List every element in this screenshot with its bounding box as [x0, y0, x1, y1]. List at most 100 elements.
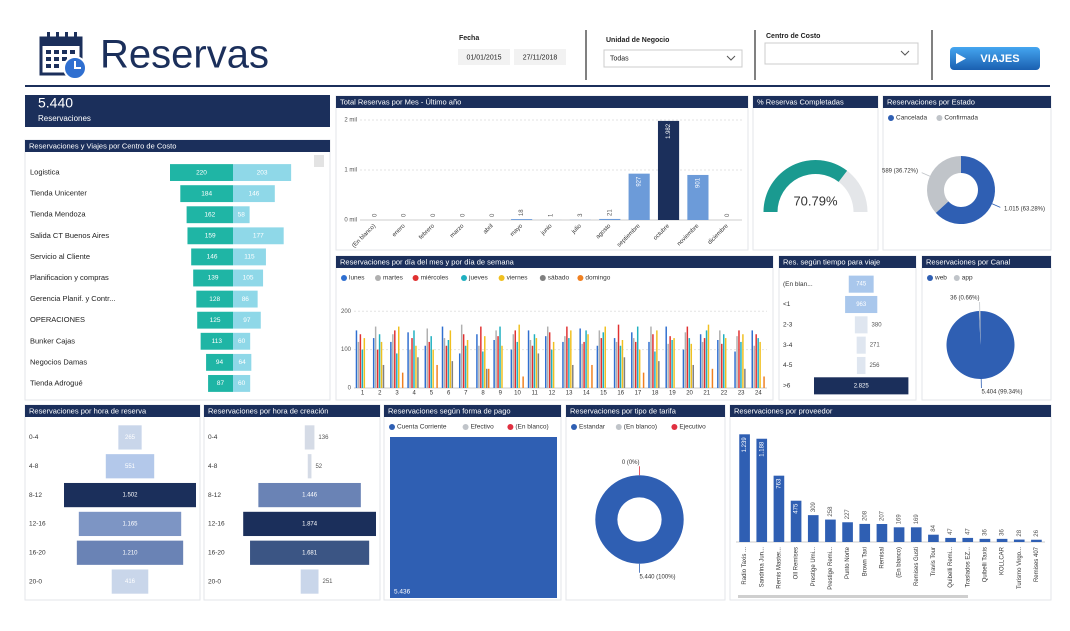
- category-label: Bunker Cajas: [30, 336, 75, 345]
- value-label: 177: [253, 233, 264, 240]
- bar: [480, 326, 482, 388]
- value-label: 0: [725, 213, 731, 217]
- value-label: 475: [794, 503, 800, 514]
- bar: [658, 361, 660, 388]
- bar: [250, 540, 370, 565]
- bar: [304, 425, 315, 450]
- data-label: 5.404 (99.34%): [981, 390, 1022, 396]
- bar: [486, 368, 488, 388]
- bar: [619, 345, 622, 388]
- value-label: 203: [257, 169, 268, 176]
- category-label: 2-3: [783, 322, 793, 329]
- value-label: 416: [125, 579, 136, 585]
- bar: [233, 206, 250, 224]
- bar: [552, 341, 555, 388]
- value-label: 763: [776, 478, 782, 489]
- bar: [522, 376, 524, 388]
- dropdown-value: Todas: [610, 55, 629, 62]
- bar: [447, 340, 450, 388]
- bar: [394, 330, 396, 388]
- legend-label: app: [962, 275, 973, 282]
- leader-line: [921, 172, 931, 177]
- bar: [845, 295, 878, 314]
- category-label: 12-16: [208, 521, 225, 528]
- bar: [428, 341, 430, 388]
- bar: [703, 338, 706, 388]
- bar: [300, 569, 319, 594]
- bar: [512, 334, 515, 388]
- bar: [623, 357, 626, 388]
- panel-header: [25, 140, 330, 152]
- bar: [531, 345, 534, 388]
- date-input[interactable]: [458, 49, 510, 65]
- legend-marker: [927, 275, 933, 281]
- legend-label: martes: [383, 275, 404, 282]
- date-input[interactable]: [514, 49, 566, 65]
- bar: [711, 368, 714, 388]
- bar: [687, 174, 709, 220]
- x-tick-label: Prestige Remi...: [828, 547, 834, 590]
- bar: [482, 351, 484, 388]
- bar: [460, 324, 463, 388]
- data-label: 36 (0.66%): [950, 296, 979, 302]
- panel-title: Reservaciones y Viajes por Centro de Cos…: [29, 141, 176, 150]
- category-label: 16-20: [208, 549, 225, 556]
- bar: [499, 326, 501, 388]
- dropdown[interactable]: [764, 42, 919, 65]
- bar: [196, 290, 233, 308]
- bar: [650, 326, 652, 388]
- bar: [374, 326, 377, 388]
- value-label: 84: [931, 524, 937, 531]
- x-tick-label: Oll Remises: [794, 547, 800, 579]
- x-tick-label: 24: [755, 391, 762, 397]
- bar: [859, 523, 871, 542]
- legend-marker: [671, 424, 678, 430]
- dropdown[interactable]: [603, 49, 743, 68]
- value-label: 0: [460, 213, 466, 217]
- category-label: 20-0: [29, 578, 42, 585]
- bar: [667, 343, 669, 388]
- legend-marker: [341, 275, 347, 281]
- tile: [390, 437, 557, 598]
- bar: [510, 349, 513, 388]
- bar: [233, 353, 252, 371]
- category-label: <1: [783, 301, 791, 308]
- panel: [24, 139, 331, 401]
- bar: [518, 324, 520, 388]
- category-label: (En blan...: [783, 281, 813, 288]
- legend-label: (En blanco): [515, 424, 548, 431]
- x-tick-label: KOLLCAR: [1000, 546, 1006, 575]
- kpi-card: [25, 95, 330, 127]
- bar: [462, 334, 465, 388]
- bar: [233, 375, 251, 392]
- value-label: 1.188: [759, 441, 765, 457]
- value-label: 60: [238, 338, 246, 345]
- bar: [193, 269, 233, 287]
- bar: [564, 336, 566, 388]
- bar: [707, 324, 710, 388]
- category-label: 4-5: [783, 362, 793, 369]
- bar: [996, 538, 1008, 542]
- legend-marker: [888, 115, 894, 121]
- value-label: 1.165: [122, 521, 138, 527]
- viajes-button[interactable]: [950, 47, 1040, 70]
- bar: [763, 376, 765, 388]
- panel-title: Reservaciones por hora de creación: [208, 406, 328, 415]
- x-tick-label: 19: [669, 391, 676, 397]
- bar: [581, 343, 583, 388]
- value-label: 0: [490, 213, 496, 217]
- legend-label: (En blanco): [624, 424, 657, 431]
- bar: [497, 336, 499, 388]
- bar: [740, 341, 742, 388]
- slice: [946, 311, 1015, 379]
- bar: [550, 349, 553, 388]
- bar: [568, 338, 570, 388]
- panel-title: Reservaciones según forma de pago: [388, 406, 511, 415]
- value-label: 1.681: [302, 550, 318, 556]
- bar: [355, 330, 358, 388]
- bar: [617, 324, 620, 388]
- data-label: 1.015 (63.28%): [1004, 207, 1045, 213]
- bar: [357, 341, 360, 388]
- bar: [665, 326, 667, 388]
